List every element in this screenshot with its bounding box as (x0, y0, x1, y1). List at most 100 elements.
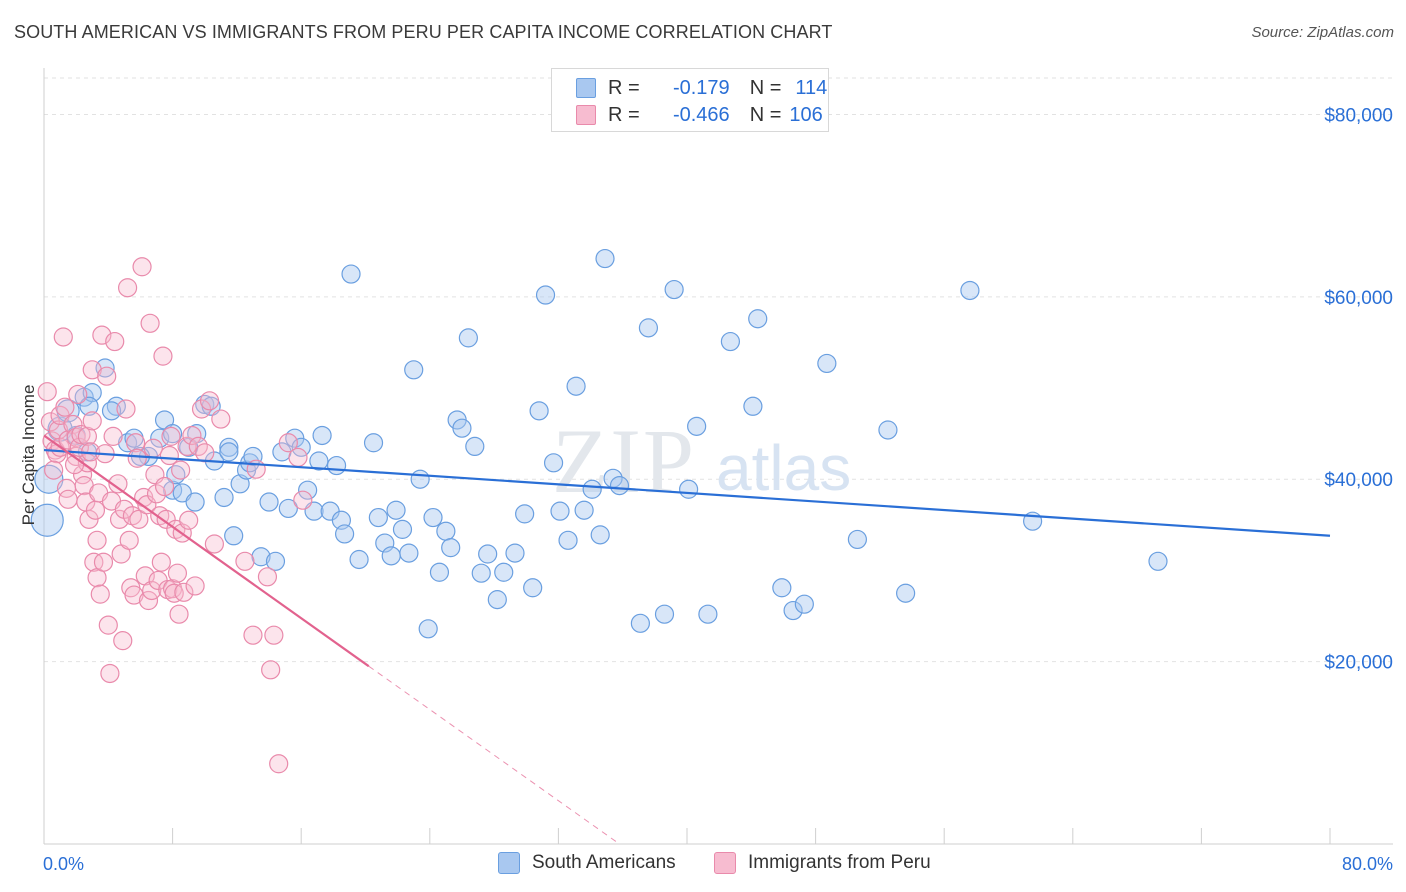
data-point-immigrants-from-peru (185, 576, 205, 596)
data-point-south-americans (664, 279, 684, 300)
data-point-immigrants-from-peru (108, 474, 128, 494)
y-tick-labels: $20,000 $40,000 $60,000 $80,000 (1324, 105, 1393, 673)
data-point-south-americans (381, 546, 401, 566)
data-point-immigrants-from-peru (105, 331, 125, 352)
data-point-immigrants-from-peru (151, 552, 171, 572)
data-point-south-americans (386, 500, 406, 520)
data-point-south-americans (679, 479, 699, 499)
data-point-south-americans (410, 469, 430, 489)
data-point-south-americans (847, 529, 867, 550)
data-point-immigrants-from-peru (124, 585, 144, 605)
data-point-immigrants-from-peru (154, 476, 175, 497)
data-point-immigrants-from-peru (109, 509, 130, 529)
data-point-south-americans (101, 401, 122, 421)
data-point-south-americans (566, 376, 586, 396)
data-point-south-americans (698, 604, 718, 624)
data-point-south-americans (515, 504, 535, 524)
watermark: ZIP atlas (552, 410, 851, 512)
data-point-south-americans (224, 526, 244, 546)
data-point-immigrants-from-peru (204, 534, 224, 554)
legend-r-value: -0.179 (672, 76, 730, 99)
y-tick-label: $20,000 (1324, 653, 1393, 674)
x-tick-label-min: 0.0% (43, 854, 84, 874)
data-point-south-americans (1148, 551, 1168, 571)
data-point-immigrants-from-peru (71, 424, 91, 445)
data-point-immigrants-from-peru (257, 567, 278, 587)
data-point-south-americans (392, 519, 413, 539)
data-point-south-americans (535, 285, 556, 305)
data-point-south-americans (582, 479, 602, 499)
data-point-south-americans (595, 248, 615, 269)
data-point-south-americans (574, 500, 594, 520)
data-point-immigrants-from-peru (77, 426, 98, 446)
data-point-immigrants-from-peru (167, 563, 188, 583)
data-point-south-americans (265, 551, 286, 571)
data-point-south-americans (590, 525, 610, 545)
data-point-south-americans (243, 446, 263, 467)
data-point-south-americans (418, 619, 438, 639)
data-point-south-americans (429, 562, 450, 582)
legend-n-value: 106 (789, 103, 823, 126)
data-point-south-americans (772, 578, 792, 598)
data-point-south-americans (748, 309, 768, 329)
data-point-south-americans (465, 436, 485, 457)
data-point-immigrants-from-peru (269, 754, 289, 774)
data-point-immigrants-from-peru (264, 625, 284, 645)
legend-row-immigrants-from-peru: R = -0.466 N = 106 (552, 102, 823, 128)
data-point-immigrants-from-peru (243, 625, 263, 645)
data-point-immigrants-from-peru (235, 551, 255, 571)
data-point-south-americans (79, 396, 99, 416)
data-point-immigrants-from-peru (129, 509, 149, 529)
data-point-immigrants-from-peru (261, 660, 281, 680)
data-point-south-americans (878, 420, 898, 440)
data-point-immigrants-from-peru (132, 257, 152, 277)
data-point-south-americans (368, 507, 388, 528)
data-point-south-americans (219, 437, 239, 457)
legend: R = -0.179 N = 114 R = -0.466 N = 106 (551, 68, 829, 132)
data-point-south-americans (743, 396, 763, 416)
data-point-south-americans (550, 501, 570, 521)
data-point-south-americans (399, 543, 419, 563)
data-point-south-americans (529, 401, 549, 421)
data-point-south-americans (341, 264, 361, 284)
bottom-legend-swatch-blue (498, 852, 520, 874)
data-point-immigrants-from-peru (278, 433, 298, 453)
data-point-south-americans (363, 433, 384, 453)
data-point-south-americans (452, 418, 472, 438)
data-point-immigrants-from-peru (179, 510, 199, 530)
legend-n-value: 114 (795, 76, 828, 99)
data-point-immigrants-from-peru (177, 436, 197, 457)
legend-n-label: N = (749, 76, 782, 99)
data-point-south-americans (687, 416, 707, 436)
bottom-legend-immigrants-from-peru[interactable]: Immigrants from Peru (714, 852, 931, 874)
data-point-immigrants-from-peru (140, 313, 160, 333)
data-point-south-americans (817, 353, 837, 374)
data-point-south-americans (219, 442, 239, 462)
data-point-immigrants-from-peru (87, 530, 107, 550)
data-point-immigrants-from-peru (191, 399, 212, 419)
bottom-legend-south-americans[interactable]: South Americans (498, 852, 676, 874)
data-point-immigrants-from-peru (164, 583, 184, 603)
data-point-south-americans (609, 476, 630, 496)
data-point-immigrants-from-peru (159, 445, 179, 466)
data-point-south-americans (638, 318, 659, 338)
data-point-south-americans (487, 590, 507, 610)
series-immigrants-from-peru (37, 257, 313, 774)
data-point-south-americans (298, 480, 318, 500)
data-point-immigrants-from-peru (146, 484, 167, 504)
axes (43, 68, 1393, 845)
data-point-south-americans (423, 507, 443, 528)
data-point-immigrants-from-peru (143, 438, 163, 458)
data-point-immigrants-from-peru (100, 663, 120, 684)
data-point-immigrants-from-peru (84, 552, 104, 572)
data-point-south-americans (960, 280, 980, 301)
data-point-south-americans (259, 492, 279, 512)
chart-title: SOUTH AMERICAN VS IMMIGRANTS FROM PERU P… (14, 22, 833, 42)
data-point-immigrants-from-peru (174, 582, 194, 602)
data-point-south-americans (335, 524, 355, 544)
data-point-immigrants-from-peru (68, 384, 88, 405)
y-tick-label: $60,000 (1324, 288, 1393, 309)
data-point-immigrants-from-peru (55, 397, 75, 417)
data-point-south-americans (185, 492, 205, 512)
data-point-immigrants-from-peru (90, 584, 110, 604)
